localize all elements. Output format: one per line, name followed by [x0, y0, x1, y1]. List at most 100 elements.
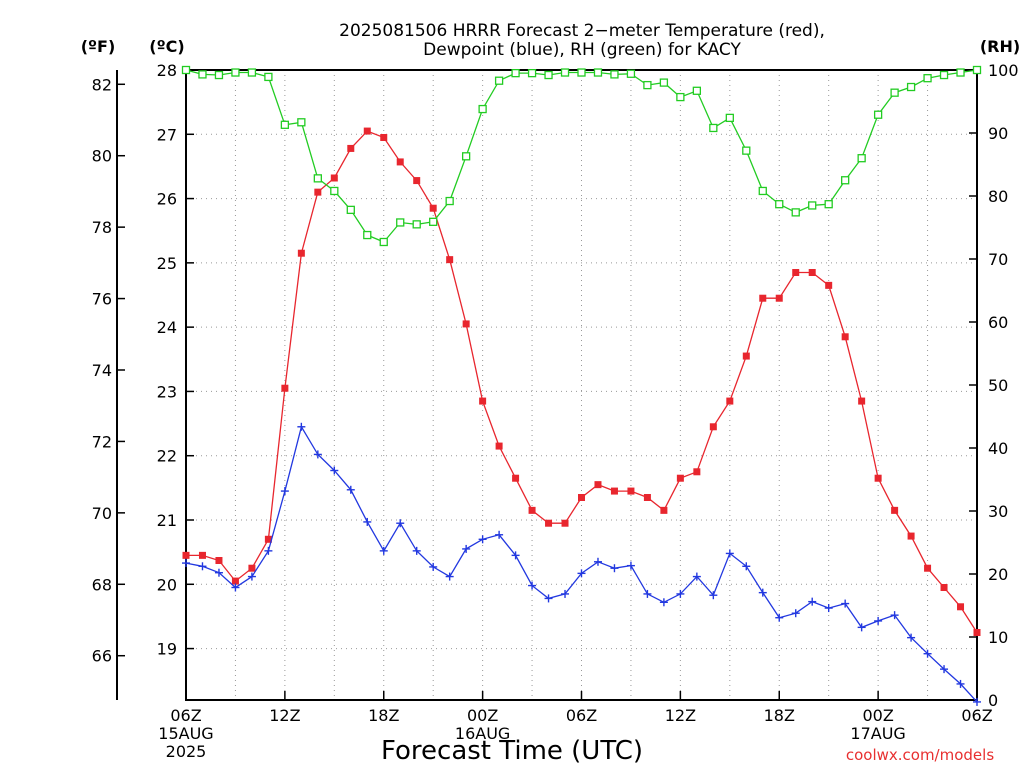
- rh-tick-label: 80: [988, 187, 1008, 206]
- rh-point: [461, 152, 471, 161]
- temperature-point: [512, 474, 520, 482]
- temperature-point: [660, 506, 668, 514]
- dewpoint-point: [923, 649, 932, 658]
- temperature-point: [215, 557, 223, 564]
- temperature-point: [726, 397, 734, 405]
- celsius-tick-label: 26: [157, 190, 177, 209]
- rh-point: [363, 230, 372, 240]
- temperature-point: [380, 134, 388, 141]
- dewpoint-point: [511, 551, 520, 560]
- rh-point: [297, 118, 306, 127]
- temperature-point: [363, 127, 371, 135]
- rh-tick-label: 20: [988, 565, 1008, 584]
- temperature-point: [627, 487, 635, 495]
- rh-point: [247, 68, 257, 77]
- dewpoint-point: [445, 572, 454, 581]
- celsius-tick-label: 24: [157, 318, 177, 337]
- x-tick-label: 12Z: [269, 706, 300, 725]
- rh-point: [626, 69, 636, 78]
- x-tick-label: 2025: [166, 742, 207, 761]
- rh-tick-label: 90: [988, 124, 1008, 143]
- dewpoint-point: [857, 623, 866, 632]
- dewpoint-point: [758, 588, 767, 597]
- rh-axis-label: (RH): [980, 37, 1020, 56]
- x-tick-label: 18Z: [764, 706, 795, 725]
- dewpoint-point: [231, 583, 240, 592]
- x-tick-label: 00Z: [467, 706, 498, 725]
- temperature-point: [825, 281, 833, 289]
- fahrenheit-tick-label: 70: [92, 504, 112, 523]
- rh-tick-label: 40: [988, 439, 1008, 458]
- x-tick-label: 06Z: [961, 706, 992, 725]
- temperature-point: [545, 519, 553, 527]
- fahrenheit-axis: 66 68 70 72 74 76 78 80 82: [92, 70, 125, 700]
- x-tick-label: 15AUG: [158, 724, 213, 743]
- dewpoint-point: [824, 604, 833, 613]
- dewpoint-point: [676, 589, 685, 598]
- rh-tick-label: 50: [988, 376, 1008, 395]
- x-tick-label: 06Z: [170, 706, 201, 725]
- temperature-point: [248, 564, 256, 572]
- dewpoint-point: [429, 562, 438, 571]
- temperature-point: [940, 584, 948, 591]
- dewpoint-point: [742, 562, 751, 571]
- temperature-point: [495, 442, 503, 450]
- dewpoint-point: [890, 611, 899, 620]
- celsius-tick-label: 20: [157, 575, 177, 594]
- temperature-point: [561, 519, 569, 527]
- rh-point: [610, 70, 619, 79]
- rh-axis-ticks: 0 10 20 30 40 50 60 70 80 90 100: [969, 61, 1019, 710]
- temperature-point: [198, 551, 206, 559]
- dewpoint-point: [709, 591, 718, 600]
- grid-lines: [186, 69, 977, 700]
- celsius-tick-label: 27: [157, 125, 177, 144]
- fahrenheit-axis-label: (ºF): [81, 37, 116, 56]
- dewpoint-point: [593, 557, 602, 566]
- rh-point: [313, 174, 322, 183]
- rh-point: [379, 237, 388, 247]
- temperature-point: [924, 564, 932, 572]
- temperature-point: [874, 474, 882, 482]
- rh-tick-label: 0: [988, 691, 998, 710]
- dewpoint-point: [412, 546, 421, 555]
- dewpoint-point: [379, 546, 388, 555]
- dewpoint-point: [791, 609, 800, 618]
- temperature-point: [281, 384, 289, 392]
- celsius-tick-label: 19: [157, 640, 177, 659]
- dewpoint-point: [313, 450, 322, 459]
- x-tick-label: 17AUG: [850, 724, 905, 743]
- rh-point: [742, 146, 751, 155]
- fahrenheit-tick-label: 68: [92, 575, 112, 594]
- temperature-point: [973, 629, 981, 636]
- rh-point: [478, 104, 487, 114]
- temperature-point: [676, 474, 684, 482]
- rh-point: [725, 113, 734, 123]
- rh-point: [445, 196, 454, 206]
- rh-point: [577, 68, 586, 77]
- rh-point: [692, 86, 702, 95]
- rh-point: [494, 76, 504, 85]
- rh-point: [841, 176, 850, 185]
- dewpoint-point: [940, 665, 949, 674]
- rh-point: [593, 68, 603, 77]
- dewpoint-point: [247, 572, 256, 581]
- rh-tick-label: 100: [988, 61, 1019, 80]
- x-tick-label: 16AUG: [455, 724, 510, 743]
- dewpoint-point: [462, 544, 471, 553]
- celsius-tick-label: 25: [157, 254, 177, 273]
- rh-point: [972, 65, 982, 75]
- rh-point: [330, 186, 339, 196]
- rh-point: [181, 65, 191, 75]
- rh-point: [709, 123, 718, 133]
- celsius-tick-label: 22: [157, 447, 177, 466]
- dewpoint-point: [841, 599, 850, 608]
- chart-title-line1: 2025081506 HRRR Forecast 2−meter Tempera…: [339, 21, 825, 41]
- rh-point: [544, 70, 553, 80]
- fahrenheit-tick-label: 80: [92, 147, 112, 166]
- dewpoint-point: [626, 561, 635, 570]
- rh-point: [758, 186, 767, 196]
- temperature-point: [330, 174, 338, 182]
- temperature-point: [479, 397, 487, 405]
- temperature-point: [429, 204, 437, 212]
